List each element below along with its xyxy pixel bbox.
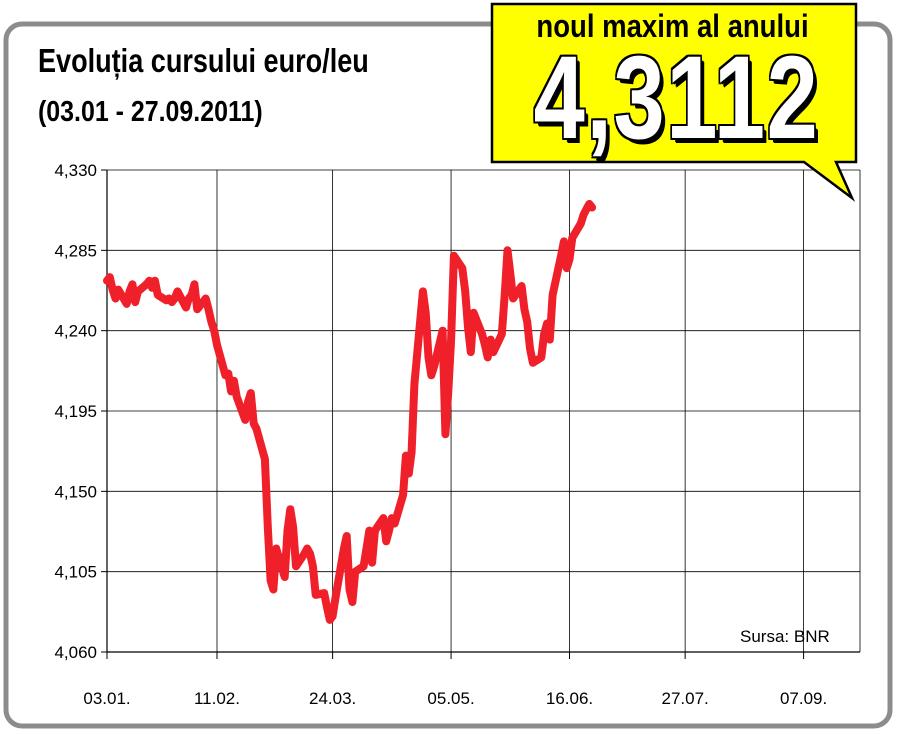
axes xyxy=(101,169,860,659)
y-tick-label: 4,330 xyxy=(54,161,97,180)
x-tick-label: 16.06. xyxy=(546,689,593,708)
callout-label: noul maxim al anului xyxy=(536,8,809,44)
chart-subtitle: (03.01 - 27.09.2011) xyxy=(38,96,263,128)
chart-title: Evoluția cursului euro/leu xyxy=(38,42,369,79)
x-tick-label: 27.07. xyxy=(662,689,709,708)
grid-lines xyxy=(106,169,861,653)
x-tick-label: 24.03. xyxy=(309,689,356,708)
x-tick-label: 05.05. xyxy=(427,689,474,708)
y-tick-label: 4,195 xyxy=(54,402,97,421)
x-tick-label: 07.09. xyxy=(780,689,827,708)
y-tick-label: 4,285 xyxy=(54,241,97,260)
callout-value: 4,3112 xyxy=(533,32,820,164)
y-tick-label: 4,240 xyxy=(54,322,97,341)
y-tick-labels: 4,330 4,285 4,240 4,195 4,150 4,105 4,060 xyxy=(54,161,97,662)
callout-bubble xyxy=(490,2,858,202)
x-tick-labels: 03.01. 11.02. 24.03. 05.05. 16.06. 27.07. 07.0… xyxy=(83,689,827,708)
series xyxy=(103,199,597,624)
x-tick-label: 03.01. xyxy=(83,689,130,708)
y-tick-label: 4,105 xyxy=(54,563,97,582)
y-tick-label: 4,150 xyxy=(54,482,97,501)
source-note: Sursa: BNR xyxy=(740,627,830,646)
callout-box xyxy=(490,2,858,202)
y-tick-label: 4,060 xyxy=(54,643,97,662)
x-tick-label: 11.02. xyxy=(194,689,240,708)
series-line xyxy=(103,199,597,624)
